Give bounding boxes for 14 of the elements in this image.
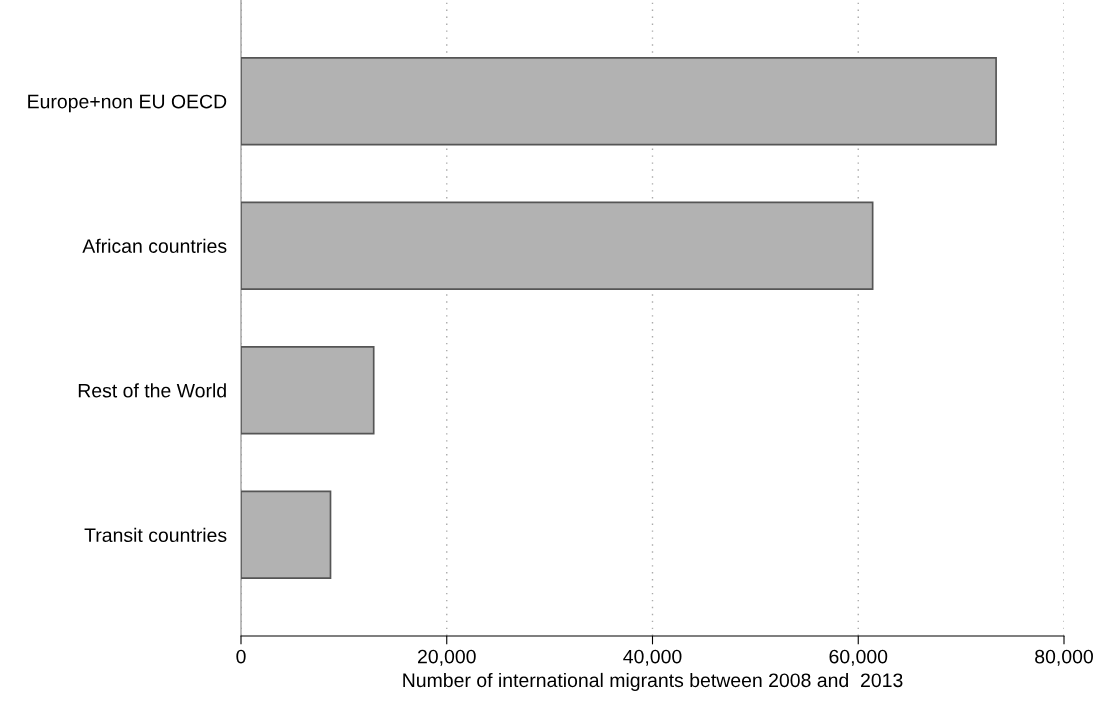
y-tick-label: African countries: [82, 238, 227, 253]
bar: [241, 56, 997, 146]
x-tick-label: 40,000: [623, 649, 682, 666]
bar: [241, 201, 874, 290]
bar: [241, 490, 332, 580]
x-tick-label: 0: [236, 649, 246, 664]
x-axis-title: Number of international migrants between 2008 and 2013: [403, 672, 903, 691]
y-tick-label: Rest of the World: [78, 383, 226, 398]
bar: [241, 346, 375, 435]
x-tick-label: 60,000: [829, 649, 888, 666]
y-tick-label: Europe+non EU OECD: [28, 94, 227, 113]
x-tick-label: 20,000: [418, 649, 476, 666]
y-tick-label: Transit countries: [84, 527, 227, 543]
x-tick-label: 80,000: [1035, 649, 1093, 666]
